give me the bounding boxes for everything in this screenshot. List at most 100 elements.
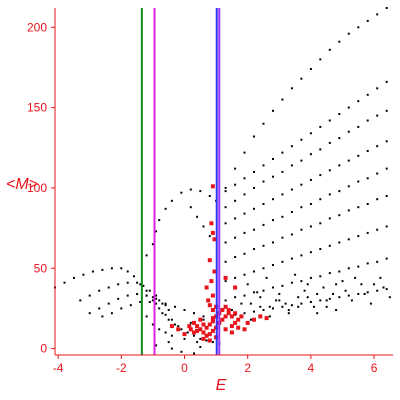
- data-point: [262, 267, 265, 270]
- data-point: [133, 275, 135, 278]
- data-point: [347, 32, 350, 35]
- data-point: [243, 312, 246, 315]
- data-point: [376, 114, 379, 117]
- data-point: [240, 302, 243, 305]
- data-point: [176, 327, 181, 332]
- data-point: [272, 175, 274, 178]
- data-point: [139, 283, 142, 286]
- data-point: [199, 337, 202, 340]
- data-point: [155, 294, 158, 297]
- data-point: [281, 151, 284, 154]
- data-point: [243, 252, 246, 255]
- data-point: [169, 324, 174, 329]
- data-point: [290, 257, 293, 260]
- data-point: [226, 308, 231, 312]
- data-point: [126, 281, 129, 284]
- x-tick-label: -2: [116, 361, 127, 375]
- data-point: [272, 286, 274, 289]
- x-axis-label: E: [216, 377, 227, 394]
- data-point: [338, 296, 341, 299]
- data-point: [316, 293, 319, 295]
- data-point: [189, 206, 192, 209]
- data-point: [234, 256, 237, 258]
- data-point: [82, 273, 85, 276]
- data-point: [183, 337, 186, 340]
- data-point: [264, 316, 269, 321]
- data-point: [224, 206, 227, 209]
- data-point: [357, 265, 360, 268]
- data-point: [210, 308, 215, 312]
- data-point: [338, 164, 341, 167]
- data-point: [376, 289, 379, 292]
- data-point: [243, 212, 246, 215]
- data-point: [142, 284, 145, 287]
- data-point: [243, 177, 246, 180]
- data-point: [366, 262, 369, 265]
- data-point: [262, 244, 265, 247]
- data-point: [300, 302, 303, 305]
- data-point: [385, 167, 388, 170]
- data-point: [195, 328, 200, 333]
- data-point: [306, 283, 309, 286]
- data-point: [211, 341, 214, 344]
- data-point: [230, 309, 233, 311]
- data-point: [192, 320, 196, 325]
- data-point: [202, 315, 205, 318]
- x-tick-label: -4: [53, 361, 64, 375]
- data-point: [177, 325, 180, 328]
- data-point: [281, 193, 284, 196]
- data-point: [98, 289, 101, 292]
- data-point: [145, 289, 148, 292]
- data-point: [158, 299, 161, 302]
- y-axis-label: <M>: [6, 176, 38, 193]
- data-point: [224, 190, 227, 193]
- data-point: [170, 318, 173, 321]
- data-point: [63, 281, 66, 284]
- data-point: [110, 267, 113, 270]
- data-point: [161, 312, 164, 315]
- data-point: [164, 304, 167, 307]
- data-point: [262, 122, 265, 125]
- data-point: [319, 125, 322, 128]
- data-point: [369, 302, 372, 305]
- data-point: [117, 297, 120, 300]
- data-point: [170, 199, 173, 202]
- data-point: [186, 331, 189, 334]
- data-point: [382, 286, 385, 289]
- data-point: [155, 344, 158, 347]
- data-point: [347, 159, 350, 162]
- data-point: [258, 314, 263, 319]
- data-point: [319, 299, 322, 302]
- data-point: [376, 228, 379, 231]
- data-point: [110, 312, 113, 315]
- data-point: [357, 154, 360, 157]
- data-point: [208, 235, 211, 238]
- data-point: [328, 141, 331, 144]
- data-point: [182, 332, 187, 337]
- data-point: [309, 301, 312, 303]
- data-point: [120, 267, 123, 270]
- data-point: [287, 309, 290, 311]
- plot-marks: [54, 7, 391, 355]
- data-point: [366, 291, 369, 294]
- data-point: [309, 153, 312, 156]
- data-point: [196, 215, 199, 218]
- data-point: [385, 225, 388, 228]
- data-point: [101, 268, 104, 271]
- data-point: [328, 244, 331, 247]
- data-point: [223, 327, 228, 332]
- data-point: [253, 310, 255, 313]
- data-point: [272, 241, 274, 244]
- data-point: [385, 195, 388, 197]
- data-point: [385, 80, 388, 83]
- data-point: [284, 302, 287, 305]
- data-point: [107, 302, 110, 305]
- data-point: [366, 93, 369, 96]
- data-point: [151, 299, 154, 302]
- data-point: [253, 228, 255, 231]
- data-point: [183, 309, 186, 311]
- data-point: [306, 296, 309, 299]
- data-point: [297, 296, 300, 299]
- data-point: [290, 211, 293, 213]
- data-point: [366, 19, 369, 22]
